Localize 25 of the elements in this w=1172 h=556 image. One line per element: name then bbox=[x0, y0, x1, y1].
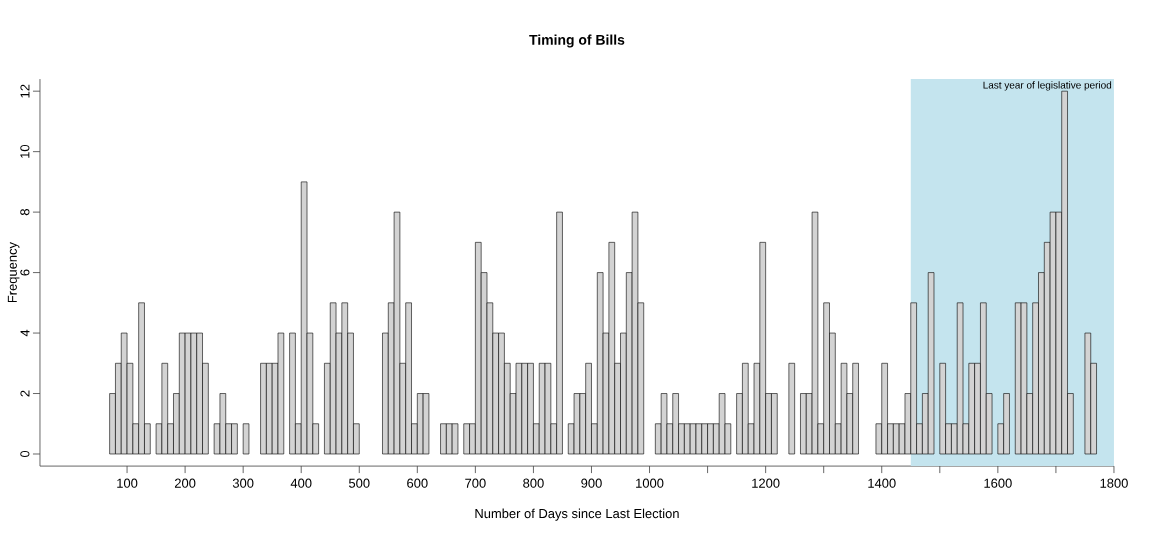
x-tick-label: 200 bbox=[174, 478, 196, 488]
y-tick-label: 12 bbox=[20, 84, 30, 98]
x-tick-label: 700 bbox=[465, 478, 486, 488]
y-tick-label: 6 bbox=[20, 269, 30, 276]
x-tick-label: 1600 bbox=[984, 478, 1012, 488]
chart-title: Timing of Bills bbox=[529, 34, 625, 48]
x-tick-label: 1800 bbox=[1100, 478, 1128, 488]
x-tick-label: 400 bbox=[290, 478, 312, 488]
y-tick-label: 4 bbox=[20, 329, 30, 337]
x-tick-label: 1200 bbox=[752, 478, 780, 488]
band-label: Last year of legislative period bbox=[983, 81, 1112, 91]
x-tick-label: 800 bbox=[523, 478, 544, 488]
x-tick-label: 600 bbox=[407, 478, 428, 488]
x-tick-label: 1000 bbox=[636, 478, 664, 488]
x-tick-label: 300 bbox=[232, 478, 254, 488]
x-tick-label: 100 bbox=[117, 478, 138, 488]
x-tick-label: 900 bbox=[581, 478, 602, 488]
y-tick-label: 2 bbox=[20, 390, 30, 397]
y-tick-label: 0 bbox=[20, 450, 30, 458]
x-tick-label: 500 bbox=[348, 478, 370, 488]
y-axis-title: Frequency bbox=[7, 242, 20, 303]
x-tick-label: 1400 bbox=[868, 478, 896, 488]
y-tick-label: 10 bbox=[20, 144, 30, 158]
x-axis-title: Number of Days since Last Election bbox=[475, 508, 679, 521]
y-tick-label: 8 bbox=[20, 209, 30, 216]
